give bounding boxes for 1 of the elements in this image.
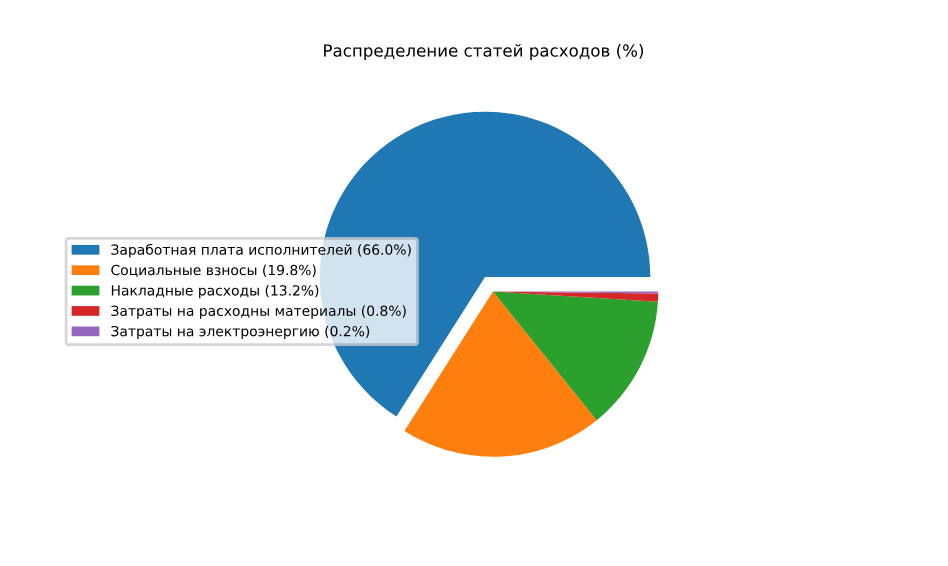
chart-title: Распределение статей расходов (%) (324, 43, 644, 61)
